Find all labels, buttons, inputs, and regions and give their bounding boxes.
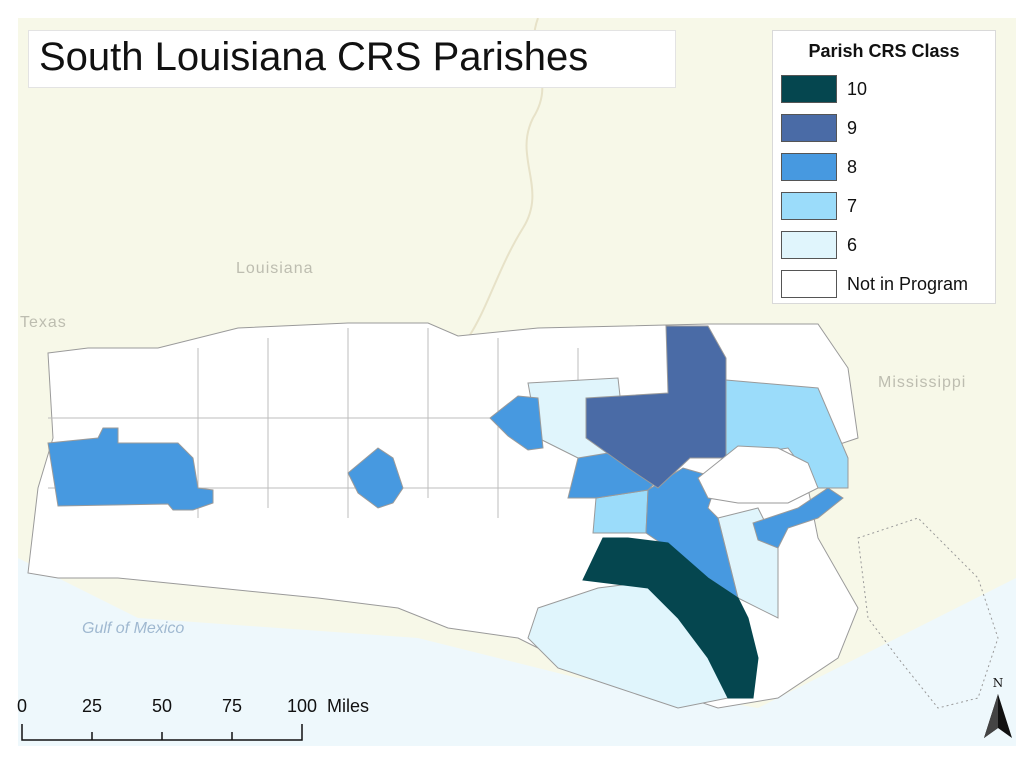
legend-item-not-in-program: Not in Program: [781, 270, 986, 300]
scale-units-label: Miles: [326, 696, 370, 716]
legend-swatch: [781, 153, 837, 181]
scale-bar-line: [21, 724, 303, 741]
map-canvas: [18, 18, 1016, 746]
legend: Parish CRS Class 10 9 8 7 6 Not in Progr…: [772, 30, 996, 304]
legend-swatch: [781, 114, 837, 142]
texas-label: Texas: [20, 314, 67, 331]
legend-swatch: [781, 231, 837, 259]
legend-swatch: [781, 192, 837, 220]
title-box: South Louisiana CRS Parishes: [28, 30, 676, 88]
north-arrow: N: [982, 676, 1014, 742]
parish-class-8-east: [752, 487, 844, 549]
legend-swatch: [781, 270, 837, 298]
legend-swatch: [781, 75, 837, 103]
scale-bar: 0 25 50 75 100 Miles: [14, 696, 374, 746]
parish-borders: [48, 328, 579, 518]
north-arrow-icon: [984, 694, 1012, 738]
gulf-label: Gulf of Mexico: [82, 620, 185, 637]
coastal-marsh: [857, 517, 999, 709]
legend-item-9: 9: [781, 114, 986, 144]
louisiana-label: Louisiana: [236, 260, 314, 277]
scale-tick-label: 25: [81, 696, 103, 716]
legend-label: 8: [847, 157, 858, 177]
parish-class-8-central: [347, 447, 404, 509]
legend-item-10: 10: [781, 75, 986, 105]
parish-class-8-southeast: [645, 467, 739, 600]
gulf-water: [18, 558, 1016, 746]
scale-tick-label: 100: [286, 696, 318, 716]
legend-item-6: 6: [781, 231, 986, 261]
parish-class-8-west: [47, 427, 214, 511]
mississippi-label: Mississippi: [878, 374, 967, 391]
scale-tick-label: 75: [221, 696, 243, 716]
legend-item-8: 8: [781, 153, 986, 183]
legend-label: 6: [847, 235, 858, 255]
scale-tick-label: 0: [16, 696, 28, 716]
map-title: South Louisiana CRS Parishes: [39, 35, 589, 79]
legend-label: 9: [847, 118, 858, 138]
legend-label: Not in Program: [847, 274, 969, 294]
parish-class-10: [582, 537, 759, 699]
legend-item-7: 7: [781, 192, 986, 222]
legend-label: 7: [847, 196, 858, 216]
lake: [697, 445, 819, 504]
parish-class-8-north: [489, 395, 544, 451]
north-letter: N: [992, 676, 1004, 690]
legend-title: Parish CRS Class: [808, 41, 960, 61]
legend-label: 10: [847, 79, 868, 99]
scale-tick-label: 50: [151, 696, 173, 716]
